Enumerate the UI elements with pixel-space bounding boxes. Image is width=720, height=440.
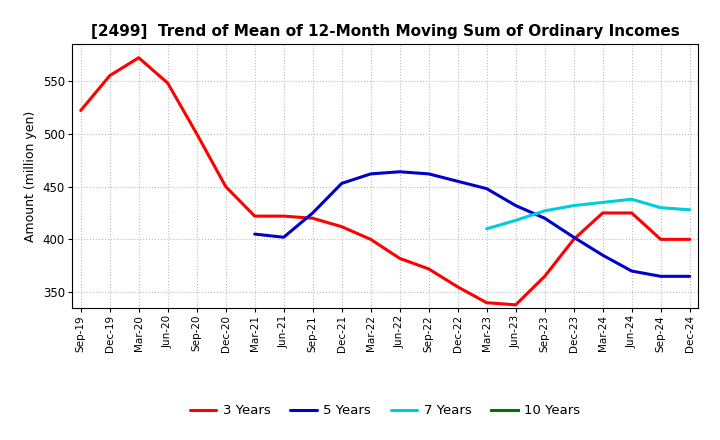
3 Years <box>598 210 607 216</box>
3 Years <box>482 300 491 305</box>
7 Years <box>657 205 665 210</box>
5 Years <box>454 179 462 184</box>
3 Years <box>454 284 462 290</box>
3 Years <box>627 210 636 216</box>
5 Years <box>685 274 694 279</box>
5 Years <box>424 171 433 176</box>
3 Years <box>395 256 404 261</box>
3 Years <box>541 274 549 279</box>
5 Years <box>279 235 288 240</box>
Y-axis label: Amount (million yen): Amount (million yen) <box>24 110 37 242</box>
5 Years <box>338 181 346 186</box>
Title: [2499]  Trend of Mean of 12-Month Moving Sum of Ordinary Incomes: [2499] Trend of Mean of 12-Month Moving … <box>91 24 680 39</box>
5 Years <box>366 171 375 176</box>
3 Years <box>657 237 665 242</box>
3 Years <box>163 81 172 86</box>
7 Years <box>541 208 549 213</box>
3 Years <box>511 302 520 308</box>
5 Years <box>395 169 404 174</box>
5 Years <box>308 210 317 216</box>
3 Years <box>570 237 578 242</box>
7 Years <box>598 200 607 205</box>
5 Years <box>657 274 665 279</box>
5 Years <box>598 253 607 258</box>
7 Years <box>570 203 578 208</box>
3 Years <box>366 237 375 242</box>
7 Years <box>685 207 694 213</box>
Legend: 3 Years, 5 Years, 7 Years, 10 Years: 3 Years, 5 Years, 7 Years, 10 Years <box>184 399 586 423</box>
5 Years <box>570 235 578 240</box>
Line: 3 Years: 3 Years <box>81 58 690 305</box>
5 Years <box>627 268 636 274</box>
5 Years <box>482 186 491 191</box>
7 Years <box>482 226 491 231</box>
5 Years <box>541 216 549 221</box>
3 Years <box>221 184 230 189</box>
3 Years <box>76 108 85 113</box>
3 Years <box>685 237 694 242</box>
3 Years <box>251 213 259 219</box>
3 Years <box>279 213 288 219</box>
3 Years <box>135 55 143 60</box>
7 Years <box>627 197 636 202</box>
3 Years <box>308 216 317 221</box>
5 Years <box>251 231 259 237</box>
Line: 5 Years: 5 Years <box>255 172 690 276</box>
7 Years <box>511 218 520 223</box>
Line: 7 Years: 7 Years <box>487 199 690 229</box>
5 Years <box>511 203 520 208</box>
3 Years <box>192 131 201 136</box>
3 Years <box>424 266 433 271</box>
3 Years <box>338 224 346 229</box>
3 Years <box>105 73 114 78</box>
